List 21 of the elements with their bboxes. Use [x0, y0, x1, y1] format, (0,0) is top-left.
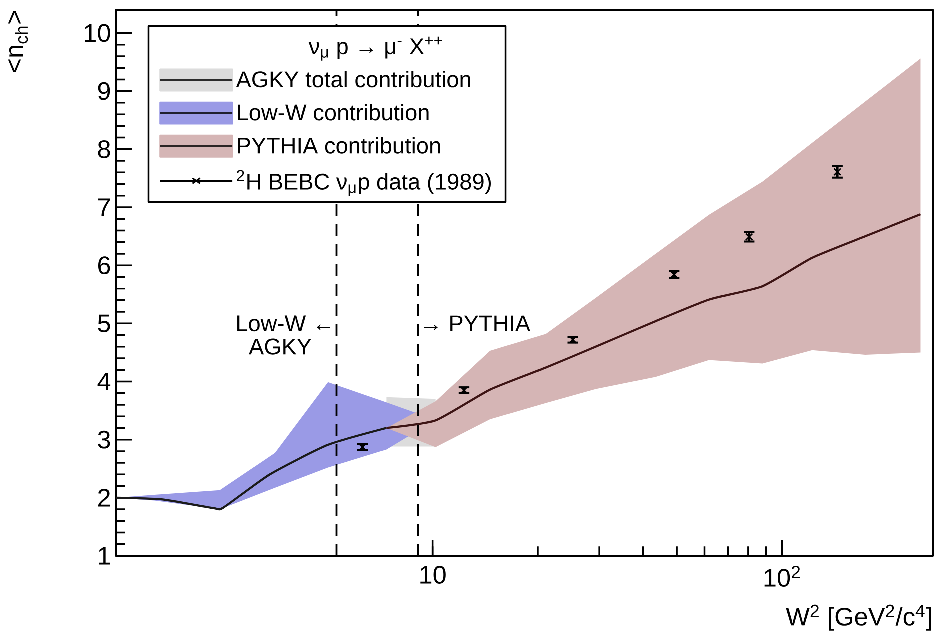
y-tick-label: 3	[98, 430, 110, 449]
legend-label: $^{2}$H BEBC ν$_{μ}$p data (1989)	[237, 170, 491, 196]
y-tick-label: 7	[98, 198, 110, 216]
y-tick-label: 2	[98, 489, 110, 507]
y-axis-title: <n$_{ch}$>	[8, 12, 28, 72]
x-tick-label: 10$^{2}$	[764, 566, 800, 588]
annotation: AGKY	[249, 338, 312, 355]
y-tick-label: 9	[98, 82, 110, 100]
legend-title: ν$_{μ}$ p → μ$^{-}$ X$^{++}$	[308, 36, 442, 61]
y-tick-label: 10	[85, 24, 110, 42]
y-tick-label: 6	[98, 256, 110, 275]
legend-label: AGKY total contribution	[236, 71, 470, 88]
ref-line-label: → PYTHIA	[424, 316, 531, 332]
x-axis-title: W$^{2}$ [GeV$^{2}$/c$^{4}$]	[786, 604, 932, 631]
y-tick-label: 8	[98, 140, 110, 158]
legend-label: Low-W contribution	[238, 104, 429, 121]
legend-label: PYTHIA contribution	[238, 137, 440, 154]
y-tick-label: 4	[98, 373, 111, 390]
y-tick-label: 5	[98, 314, 110, 332]
y-tick-label: 1	[99, 547, 110, 565]
ref-line-label: Low-W ←	[238, 316, 330, 332]
